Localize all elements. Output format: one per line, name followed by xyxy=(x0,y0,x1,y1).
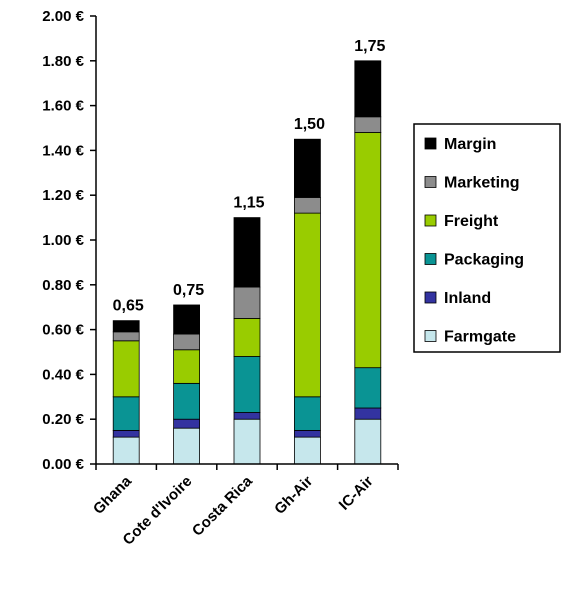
bar-segment-packaging xyxy=(293,396,321,431)
bar-segment-packaging xyxy=(233,356,261,413)
bar-stack xyxy=(354,60,382,465)
bar-segment-farmgate xyxy=(173,427,201,465)
y-tick-label: 1.60 € xyxy=(42,98,84,115)
bar-segment-margin xyxy=(354,60,382,118)
y-tick-label: 1.20 € xyxy=(42,187,84,204)
bar-segment-freight xyxy=(112,340,140,398)
bar-segment-farmgate xyxy=(293,436,321,465)
bar-segment-freight xyxy=(354,132,382,369)
bar-stack xyxy=(233,217,261,465)
bar-segment-marketing xyxy=(173,333,201,351)
bar-segment-freight xyxy=(293,212,321,398)
x-category-label: Costa Rica xyxy=(189,472,256,539)
y-tick-label: 1.00 € xyxy=(42,232,84,249)
y-tick-label: 0.60 € xyxy=(42,322,84,339)
legend-box xyxy=(413,123,561,353)
bar-segment-inland xyxy=(233,412,261,420)
bars xyxy=(112,60,382,465)
x-category-label: IC-Air xyxy=(336,473,377,514)
x-category-label: Ghana xyxy=(90,472,135,517)
bar-total-label: 1,50 xyxy=(294,116,325,133)
bar-total-label: 0,75 xyxy=(173,282,204,299)
legend-swatch-freight xyxy=(424,214,437,227)
bar-segment-margin xyxy=(173,304,201,335)
legend-label-marketing: Marketing xyxy=(444,175,520,192)
y-tick-label: 1.80 € xyxy=(42,53,84,70)
legend-swatch-farmgate xyxy=(424,330,437,342)
y-tick-label: 0.40 € xyxy=(42,366,84,383)
y-tick-label: 2.00 € xyxy=(42,8,84,25)
bar-total-label: 0,65 xyxy=(113,298,144,315)
legend-label-farmgate: Farmgate xyxy=(444,329,516,346)
y-tick-label: 0.00 € xyxy=(42,456,84,473)
bar-segment-freight xyxy=(233,317,261,357)
x-category-label: Gh-Air xyxy=(271,473,316,518)
y-tick-label: 1.40 € xyxy=(42,142,84,159)
bar-segment-freight xyxy=(173,349,201,384)
bar-segment-margin xyxy=(112,320,140,333)
bar-segment-inland xyxy=(354,407,382,420)
bar-segment-marketing xyxy=(112,331,140,342)
bar-segment-inland xyxy=(112,429,140,438)
y-axis: 0.00 € 0.20 € 0.40 € 0.60 € 0.80 € 1.00 € 1.20… xyxy=(42,8,97,473)
bar-segment-margin xyxy=(293,138,321,198)
legend-swatch-inland xyxy=(424,291,437,304)
legend-label-margin: Margin xyxy=(444,136,496,153)
bar-segment-packaging xyxy=(173,382,201,420)
legend-swatch-marketing xyxy=(424,176,437,188)
bar-stack xyxy=(112,320,140,465)
bar-segment-packaging xyxy=(112,396,140,431)
legend-swatch-margin xyxy=(424,137,437,150)
bar-segment-farmgate xyxy=(233,418,261,465)
bar-segment-packaging xyxy=(354,367,382,409)
legend-swatch-packaging xyxy=(424,253,437,265)
y-tick-label: 0.80 € xyxy=(42,277,84,294)
bar-segment-marketing xyxy=(293,197,321,214)
bar-stack xyxy=(293,138,321,465)
legend-label-inland: Inland xyxy=(444,290,491,307)
bar-segment-margin xyxy=(233,217,261,288)
bar-segment-farmgate xyxy=(354,418,382,465)
legend: Margin Marketing Freight Packaging Inland Far… xyxy=(413,123,561,353)
bar-segment-inland xyxy=(293,429,321,438)
legend-label-packaging: Packaging xyxy=(444,252,524,269)
bar-total-label: 1,15 xyxy=(233,195,264,212)
total-labels: 0,65 0,75 1,15 1,50 1,75 xyxy=(113,38,386,315)
bar-total-label: 1,75 xyxy=(354,38,385,55)
bar-stack xyxy=(173,304,201,465)
bar-segment-marketing xyxy=(354,116,382,133)
bar-segment-farmgate xyxy=(112,436,140,465)
legend-label-freight: Freight xyxy=(444,213,499,230)
bar-segment-marketing xyxy=(233,286,261,319)
bar-segment-inland xyxy=(173,418,201,429)
y-tick-label: 0.20 € xyxy=(42,411,84,428)
